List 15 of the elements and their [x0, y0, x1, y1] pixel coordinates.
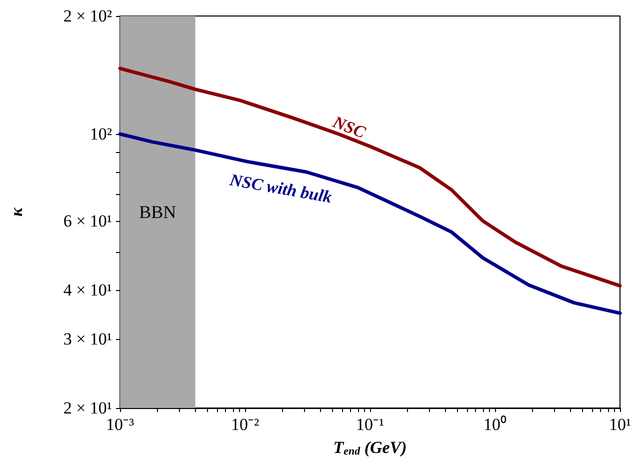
- x-tick-label: 10⁻³: [106, 415, 134, 434]
- band-label: BBN: [139, 202, 176, 222]
- y-tick-label: 10²: [90, 124, 112, 144]
- y-tick-label: 2 × 10¹: [63, 398, 112, 418]
- x-tick-label: 10⁻¹: [356, 415, 384, 434]
- x-tick-label: 10⁻²: [230, 415, 260, 434]
- y-tick-label: 6 × 10¹: [63, 211, 112, 230]
- y-tick-label: 4 × 10¹: [63, 280, 112, 300]
- y-axis-title: κ: [7, 206, 26, 217]
- x-tick-label: 10⁰: [484, 415, 506, 434]
- x-tick-label: 10¹: [608, 415, 632, 434]
- y-tick-label: 3 × 10¹: [63, 329, 112, 348]
- y-tick-label: 2 × 10²: [63, 6, 112, 26]
- text: NSC with bulk: [227, 170, 334, 207]
- text: NSC: [329, 112, 369, 142]
